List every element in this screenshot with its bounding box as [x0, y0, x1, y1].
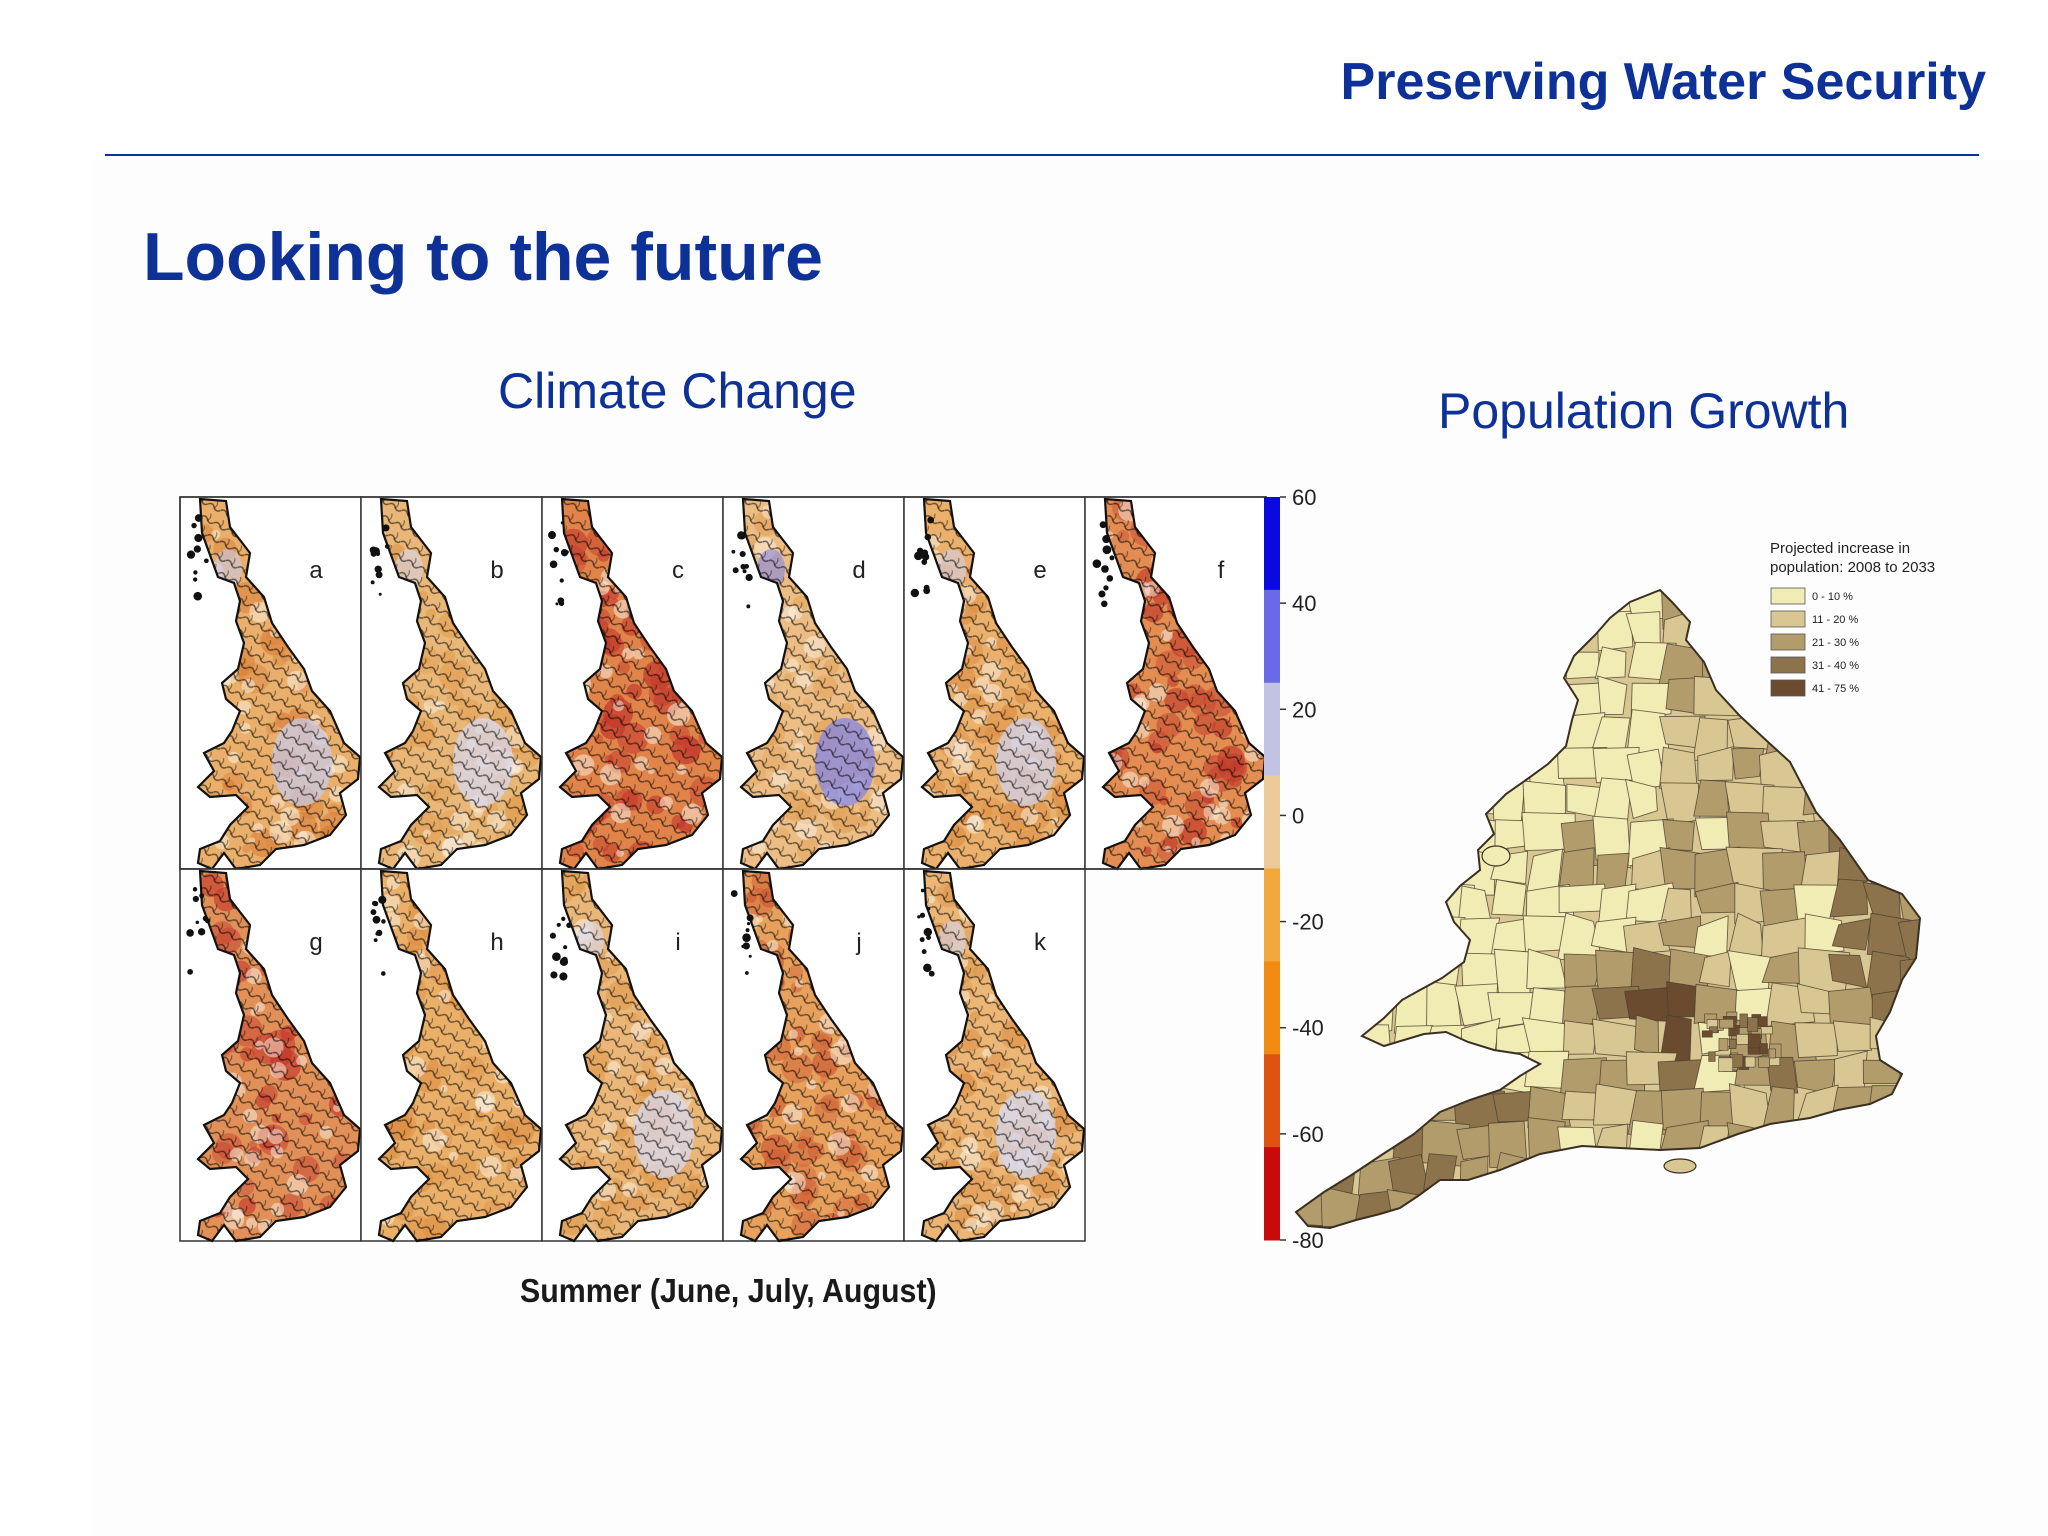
climate-panels-grid: a b c d e f g h i j k [179, 496, 1267, 1243]
panel-label: d [852, 557, 865, 584]
colorbar-segment [1264, 589, 1280, 684]
colorbar-segment [1264, 961, 1280, 1055]
panel-label: e [1033, 557, 1046, 584]
panel-label: j [855, 929, 861, 956]
colorbar-tick-label: 60 [1292, 485, 1316, 510]
colorbar-segment [1264, 682, 1280, 777]
colorbar-segment [1264, 1054, 1280, 1148]
climate-panel-g: g [179, 868, 362, 1243]
legend-item: 0 - 10 % [1770, 587, 1853, 605]
legend-title-line2: population: 2008 to 2033 [1770, 559, 1935, 576]
population-growth-title: Population Growth [1438, 383, 1850, 439]
colorbar-tick-label: -60 [1292, 1122, 1324, 1147]
panel-label: g [309, 929, 322, 956]
england-wales-outline [1294, 588, 1922, 1230]
colorbar-tick-label: 20 [1292, 697, 1316, 722]
colorbar-segment [1264, 868, 1280, 962]
header-divider [105, 154, 1979, 156]
legend-title-line1: Projected increase in [1770, 540, 1910, 557]
climate-panel-j: j [722, 868, 905, 1243]
panel-label: k [1034, 929, 1047, 956]
legend-label: 11 - 20 % [1812, 614, 1858, 626]
legend-item: 41 - 75 % [1770, 679, 1859, 697]
panel-label: b [490, 557, 503, 584]
colorbar-tick-label: -80 [1292, 1228, 1324, 1253]
colorbar-segment [1264, 775, 1280, 869]
panel-label: c [672, 557, 684, 584]
climate-panel-d: d [722, 496, 905, 871]
legend-item: 11 - 20 % [1770, 610, 1858, 628]
climate-panel-e: e [903, 496, 1086, 871]
isle-of-wight [1663, 1158, 1697, 1174]
climate-caption: Summer (June, July, August) [520, 1272, 937, 1309]
legend-label: 31 - 40 % [1812, 660, 1859, 672]
colorbar-segment [1264, 1147, 1280, 1241]
population-map [1294, 588, 1922, 1230]
population-districts [1296, 590, 1920, 1228]
climate-panel-c: c [541, 496, 724, 871]
legend-swatch [1770, 656, 1806, 674]
legend-swatch [1770, 610, 1806, 628]
legend-label: 41 - 75 % [1812, 683, 1859, 695]
legend-label: 0 - 10 % [1812, 591, 1853, 603]
climate-change-title: Climate Change [498, 363, 857, 419]
climate-panel-f: f [1084, 496, 1267, 871]
legend-item: 21 - 30 % [1770, 633, 1859, 651]
climate-panel-k: k [903, 868, 1086, 1243]
page-title: Looking to the future [143, 219, 823, 295]
panel-label: a [309, 557, 323, 584]
legend-swatch [1770, 679, 1806, 697]
colorbar-segment [1264, 497, 1280, 591]
panel-label: h [490, 929, 503, 956]
colorbar-tick-label: 40 [1292, 591, 1316, 616]
population-legend: Projected increase in population: 2008 to… [1770, 540, 1935, 697]
colorbar: 60 40 20 0 -20 -40 -60 -80 [1264, 485, 1324, 1253]
legend-label: 21 - 30 % [1812, 637, 1859, 649]
anglesey [1481, 845, 1511, 867]
climate-panel-b: b [360, 496, 543, 871]
climate-panel-i: i [541, 868, 724, 1243]
header-title: Preserving Water Security [1340, 53, 1986, 111]
climate-panel-h: h [360, 868, 543, 1243]
legend-item: 31 - 40 % [1770, 656, 1859, 674]
colorbar-tick-label: 0 [1292, 803, 1304, 828]
climate-panel-a: a [179, 496, 362, 871]
panel-label: f [1218, 557, 1225, 584]
panel-label: i [675, 929, 680, 956]
colorbar-tick-label: -40 [1292, 1016, 1324, 1041]
legend-swatch [1770, 587, 1806, 605]
legend-swatch [1770, 633, 1806, 651]
colorbar-tick-label: -20 [1292, 910, 1324, 935]
